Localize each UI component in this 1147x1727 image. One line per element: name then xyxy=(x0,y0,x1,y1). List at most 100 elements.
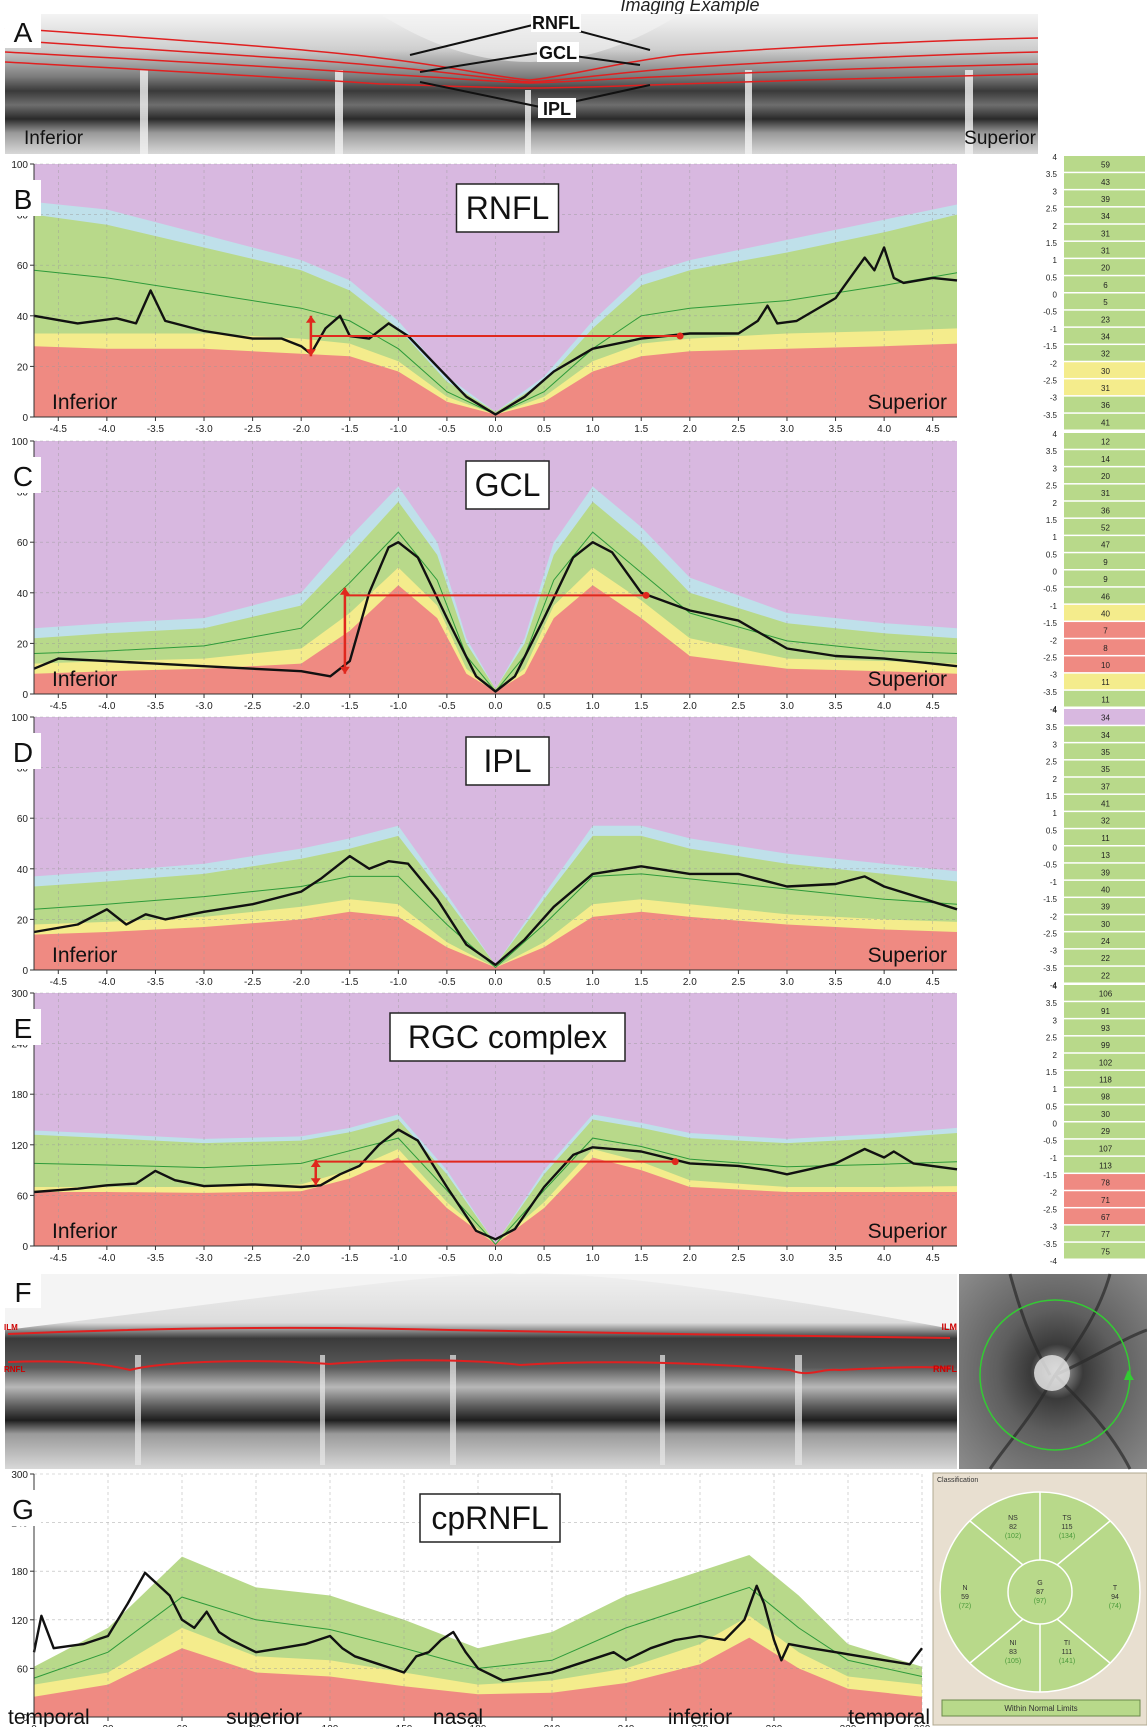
chart-right-label: Superior xyxy=(868,944,947,967)
panel-letter-box xyxy=(5,1490,41,1526)
sector-value: 115 xyxy=(1061,1524,1072,1531)
sector-value: 32 xyxy=(1101,350,1110,359)
x-tick-label: -3.5 xyxy=(147,977,165,988)
x-tick-label: 0.5 xyxy=(537,424,551,435)
sector-value-cell xyxy=(1064,345,1145,361)
deviation-tick: 3.5 xyxy=(1046,723,1058,732)
deviation-tick: 1.5 xyxy=(1046,239,1058,248)
x-tick-label: -3.5 xyxy=(147,701,165,712)
deviation-tick: -3 xyxy=(1050,394,1058,403)
sector-value-cell xyxy=(1064,949,1145,966)
sector-value-cell xyxy=(1064,536,1145,552)
sector-value: 31 xyxy=(1101,247,1110,256)
deviation-tick: -2 xyxy=(1050,636,1058,645)
deviation-tick: -0.5 xyxy=(1043,585,1057,594)
deviation-tick: 2 xyxy=(1053,499,1058,508)
sector-value: 8 xyxy=(1103,644,1108,653)
y-tick-label: 40 xyxy=(17,865,29,876)
x-tick-label: 1.0 xyxy=(586,701,600,712)
x-tick-label: 3.5 xyxy=(829,424,843,435)
panel-a-callout-rnfl: RNFL xyxy=(532,13,580,33)
deviation-tick: -3 xyxy=(1050,947,1058,956)
chart-right-label: Superior xyxy=(868,668,947,691)
sector-value-cell xyxy=(1064,863,1145,880)
x-tick-label: 3.0 xyxy=(780,1253,794,1264)
deviation-scale: 4 3.5 3 2.5 2 1.5 1 0.5 0 -0.5 -1 -1.5 -2 -2.5 -3 -3.5 -… xyxy=(1043,430,1057,714)
sector-value: 40 xyxy=(1101,609,1110,618)
deviation-tick: 1.5 xyxy=(1046,792,1058,801)
deviation-tick: 1 xyxy=(1053,809,1058,818)
deviation-tick: -4 xyxy=(1050,1257,1058,1266)
sector-value: 11 xyxy=(1101,834,1110,843)
x-tick-label: 2.0 xyxy=(683,701,697,712)
x-tick-label: 2.0 xyxy=(683,1253,697,1264)
x-tick-label: 4.0 xyxy=(877,701,891,712)
x-tick-label: 3.0 xyxy=(780,424,794,435)
x-tick-label: -0.5 xyxy=(438,1253,456,1264)
deviation-tick: 0.5 xyxy=(1046,1102,1058,1111)
sector-value-cell xyxy=(1064,501,1145,518)
sector-value-cell xyxy=(1064,190,1145,207)
x-tick-label: 0.5 xyxy=(537,977,551,988)
classification-status-box xyxy=(941,1699,1141,1717)
title-box xyxy=(419,1493,561,1543)
x-tick-label: -1.0 xyxy=(390,701,408,712)
mean-line xyxy=(33,873,958,969)
deviation-tick: 3 xyxy=(1053,1016,1058,1025)
mean-line xyxy=(33,1586,923,1679)
sector-value-cell xyxy=(1064,726,1145,742)
band-red xyxy=(34,585,957,694)
deviation-tick: 0 xyxy=(1053,568,1058,577)
panel-f-top-arc xyxy=(5,1273,957,1330)
deviation-tick: -2 xyxy=(1050,359,1058,368)
deviation-tick: 0 xyxy=(1053,291,1058,300)
sector-value: 20 xyxy=(1101,472,1110,481)
sector-value-cell xyxy=(1064,570,1145,587)
sector-value-cell xyxy=(1064,743,1145,760)
sector-name: TI xyxy=(1064,1640,1070,1647)
panel-letter: B xyxy=(14,184,33,215)
sector-label: inferior xyxy=(668,1706,732,1727)
x-tick-label: 1.5 xyxy=(634,977,648,988)
x-tick-label: 4.0 xyxy=(877,1253,891,1264)
sector-value-cell xyxy=(1064,709,1145,725)
sector-value: 34 xyxy=(1101,714,1110,723)
sector-value: 36 xyxy=(1101,401,1110,410)
sector-ts: TS 115 (134) xyxy=(1059,1515,1075,1540)
panel-f-letter: F xyxy=(14,1277,31,1308)
x-tick-label: -0.5 xyxy=(438,424,456,435)
sector-value-cell xyxy=(1064,1139,1145,1156)
sector-value-cell xyxy=(1064,1019,1145,1036)
deviation-tick: 2 xyxy=(1053,775,1058,784)
sector-reference: (105) xyxy=(1005,1658,1021,1665)
sector-reference: (141) xyxy=(1059,1658,1075,1665)
deviation-tick: -0.5 xyxy=(1043,1137,1057,1146)
x-tick-label: -1.0 xyxy=(390,1253,408,1264)
sector-value: 34 xyxy=(1101,332,1110,341)
chart-left-label: Inferior xyxy=(52,944,117,967)
deviation-tick: -1 xyxy=(1050,325,1058,334)
deviation-tick: 2 xyxy=(1053,1051,1058,1060)
deviation-tick: 3.5 xyxy=(1046,447,1058,456)
sector-value-cell xyxy=(1064,794,1145,811)
y-tick-label: 100 xyxy=(11,437,28,448)
y-tick-label: 100 xyxy=(11,713,28,724)
sector-value-column: 34 34 35 35 37 41 32 11 13 39 40 39 30 24 22 22 xyxy=(1064,709,1145,983)
deviation-scale: 4 3.5 3 2.5 2 1.5 1 0.5 0 -0.5 -1 -1.5 -2 -2.5 -3 -3.5 -… xyxy=(1043,706,1057,990)
sector-value: 52 xyxy=(1101,524,1110,533)
y-tick-label: 120 xyxy=(11,1616,28,1627)
measure-point xyxy=(671,1158,679,1166)
sector-value-cell xyxy=(1064,327,1145,344)
sector-value: 77 xyxy=(1101,1230,1110,1239)
y-tick-label: 20 xyxy=(17,362,29,373)
sector-value: 5 xyxy=(1103,298,1108,307)
deviation-tick: 3.5 xyxy=(1046,170,1058,179)
panel-f: F ILM RNFL ILM RNFL xyxy=(4,1273,1147,1470)
deviation-tick: 2.5 xyxy=(1046,205,1058,214)
sector-ti: TI 111 (141) xyxy=(1059,1640,1075,1665)
patient-line xyxy=(33,854,958,967)
sector-value-cell xyxy=(1064,1105,1145,1121)
sector-value-cell xyxy=(1064,1225,1145,1242)
x-tick-label: 180 xyxy=(470,1724,487,1727)
